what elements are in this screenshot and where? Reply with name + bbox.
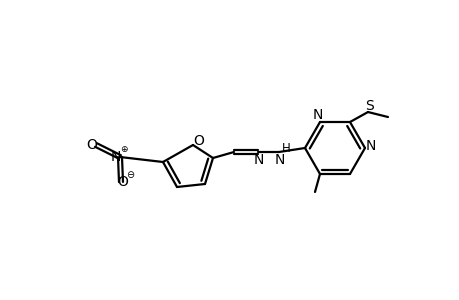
Text: O: O [86, 138, 97, 152]
Text: N: N [111, 150, 121, 164]
Text: O: O [193, 134, 204, 148]
Text: N: N [274, 153, 285, 167]
Text: S: S [365, 99, 374, 113]
Text: O: O [118, 175, 128, 189]
Text: H: H [281, 142, 290, 154]
Text: N: N [365, 139, 375, 153]
Text: N: N [253, 153, 263, 167]
Text: N: N [312, 108, 323, 122]
Text: ⊕: ⊕ [120, 145, 128, 154]
Text: ⊖: ⊖ [126, 170, 134, 180]
